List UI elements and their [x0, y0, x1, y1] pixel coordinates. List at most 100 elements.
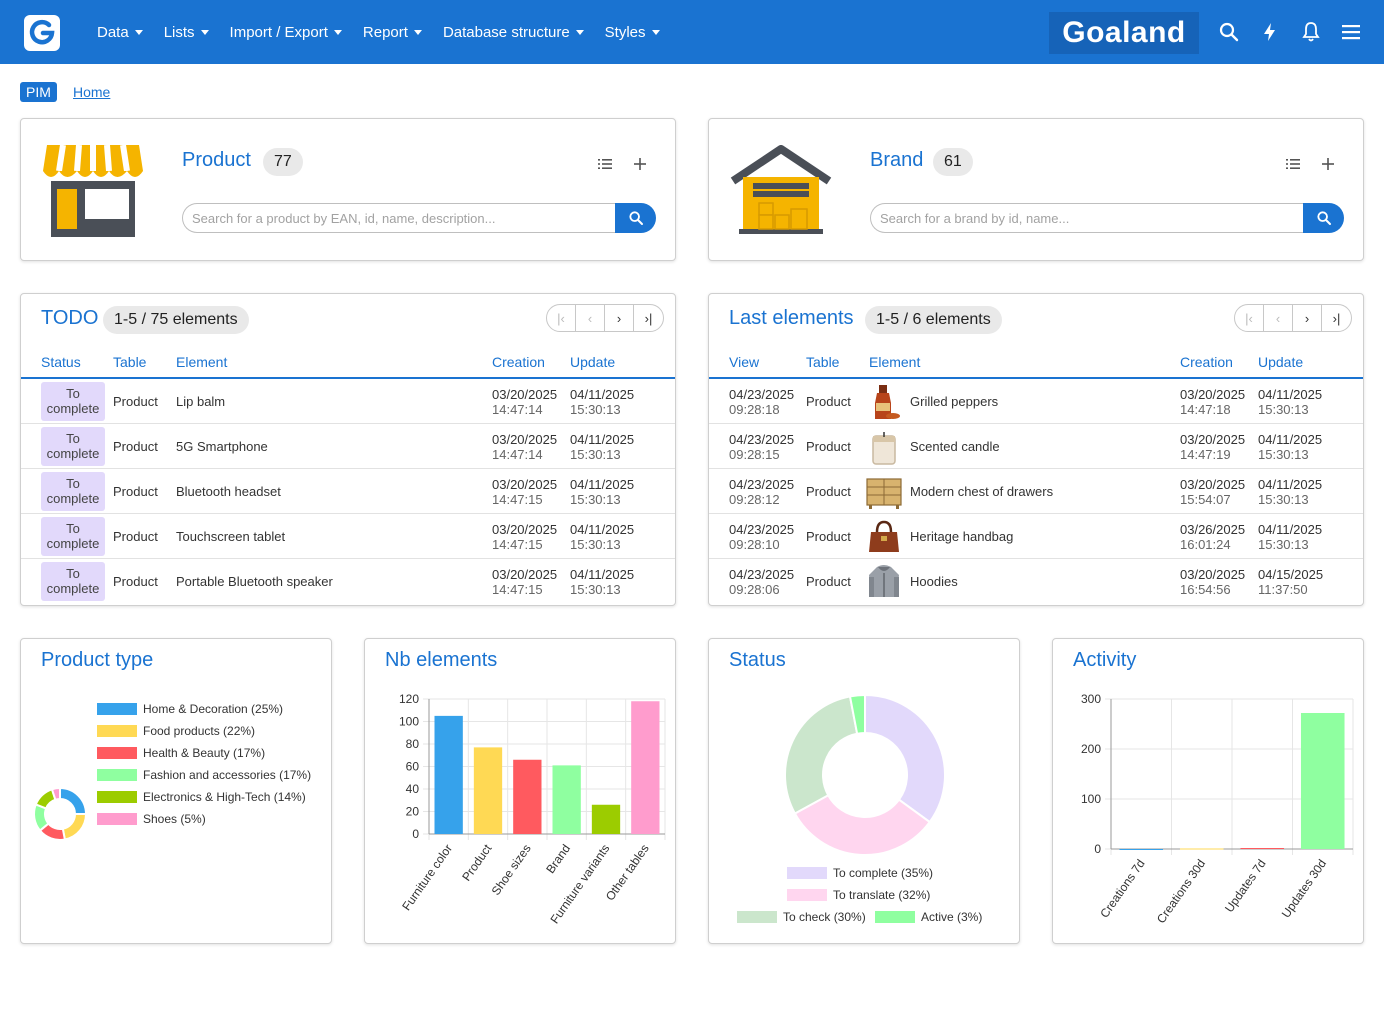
- brand-title[interactable]: Brand: [870, 149, 924, 171]
- search-icon[interactable]: [1217, 20, 1241, 44]
- last-page-icon[interactable]: ›|: [1332, 310, 1341, 326]
- row-element[interactable]: Scented candle: [910, 439, 1000, 454]
- menu-icon[interactable]: [1339, 20, 1363, 44]
- pie-slice: [864, 693, 946, 824]
- col-update[interactable]: Update: [1258, 354, 1304, 370]
- prev-page-icon[interactable]: ‹: [1264, 305, 1293, 331]
- row-table: Product: [806, 439, 851, 454]
- table-row[interactable]: To complete Product Bluetooth headset 03/20/…: [21, 469, 675, 514]
- brand-search-input[interactable]: [870, 203, 1303, 233]
- first-page-icon[interactable]: |‹: [547, 305, 576, 331]
- col-status[interactable]: Status: [41, 354, 81, 370]
- row-element[interactable]: Modern chest of drawers: [910, 484, 1054, 499]
- next-page-icon[interactable]: ›: [605, 305, 634, 331]
- row-view-time: 09:28:15: [729, 447, 780, 462]
- menu-import-export[interactable]: Import / Export: [230, 24, 342, 41]
- table-row[interactable]: To complete Product 5G Smartphone 03/20/2025…: [21, 424, 675, 469]
- row-creation-date: 03/20/2025: [1180, 387, 1246, 402]
- breadcrumb-home[interactable]: Home: [73, 84, 111, 100]
- brand-logo: Goaland: [1049, 12, 1199, 54]
- brand-card: Brand 61: [708, 118, 1364, 261]
- product-search: [182, 203, 656, 233]
- product-type-title: Product type: [41, 649, 154, 671]
- plus-icon[interactable]: [632, 156, 648, 172]
- col-element[interactable]: Element: [869, 354, 921, 370]
- table-row[interactable]: 04/23/2025 09:28:10 Product Heritage handba…: [709, 514, 1363, 559]
- status-badge[interactable]: To complete: [41, 472, 105, 511]
- status-badge[interactable]: To complete: [41, 562, 105, 601]
- row-update: 04/11/2025 15:30:13: [570, 477, 634, 507]
- row-view-date: 04/23/2025: [729, 567, 795, 582]
- lightning-icon[interactable]: [1258, 20, 1282, 44]
- row-view-time: 09:28:12: [729, 492, 780, 507]
- status-line: To: [66, 386, 80, 401]
- legend-swatch: [737, 911, 777, 923]
- col-creation[interactable]: Creation: [492, 354, 545, 370]
- status-line: To: [66, 476, 80, 491]
- bar: [591, 804, 621, 834]
- table-row[interactable]: 04/23/2025 09:28:15 Product Scented candle 0…: [709, 424, 1363, 469]
- row-element[interactable]: Touchscreen tablet: [176, 529, 286, 544]
- row-view-date: 04/23/2025: [729, 432, 795, 447]
- row-element[interactable]: 5G Smartphone: [176, 439, 268, 454]
- first-page-icon[interactable]: |‹: [1235, 305, 1264, 331]
- status-badge[interactable]: To complete: [41, 382, 105, 421]
- menu-label: Lists: [163, 23, 195, 41]
- row-element[interactable]: Hoodies: [910, 574, 958, 589]
- table-row[interactable]: To complete Product Touchscreen tablet 03/20…: [21, 514, 675, 559]
- search-icon: [628, 211, 643, 225]
- prev-page-icon[interactable]: ‹: [576, 305, 605, 331]
- app-logo[interactable]: [24, 15, 60, 51]
- y-tick-label: 40: [406, 782, 420, 796]
- row-element[interactable]: Heritage handbag: [910, 529, 1014, 544]
- col-creation[interactable]: Creation: [1180, 354, 1233, 370]
- row-update-date: 04/11/2025: [1258, 387, 1323, 402]
- status-badge[interactable]: To complete: [41, 517, 105, 556]
- col-update[interactable]: Update: [570, 354, 616, 370]
- menu-styles[interactable]: Styles: [605, 24, 660, 41]
- menu-data[interactable]: Data: [97, 24, 143, 41]
- col-table[interactable]: Table: [806, 354, 840, 370]
- table-row[interactable]: 04/23/2025 09:28:18 Product Grilled peppers…: [709, 379, 1363, 424]
- status-badge[interactable]: To complete: [41, 427, 105, 466]
- menu-database-structure[interactable]: Database structure: [443, 24, 584, 41]
- y-tick-label: 300: [1081, 692, 1101, 706]
- row-element[interactable]: Lip balm: [176, 394, 226, 409]
- bell-icon[interactable]: [1299, 20, 1323, 44]
- table-row[interactable]: To complete Product Lip balm 03/20/2025 14:47…: [21, 379, 675, 424]
- next-page-icon[interactable]: ›: [1293, 305, 1322, 331]
- row-element[interactable]: Portable Bluetooth speaker: [176, 574, 333, 589]
- table-row[interactable]: To complete Product Portable Bluetooth spea…: [21, 559, 675, 604]
- col-table[interactable]: Table: [113, 354, 147, 370]
- brand-search-button[interactable]: [1303, 203, 1344, 233]
- header-divider: [709, 377, 1363, 379]
- product-search-button[interactable]: [615, 203, 656, 233]
- last-page-icon[interactable]: ›|: [644, 310, 653, 326]
- x-tick-label: Product: [459, 841, 495, 883]
- product-title[interactable]: Product: [182, 149, 251, 171]
- menu-lists[interactable]: Lists: [164, 24, 209, 41]
- list-icon[interactable]: [1285, 156, 1301, 172]
- y-tick-label: 0: [412, 827, 419, 841]
- row-update: 04/11/2025 15:30:13: [570, 432, 634, 462]
- table-row[interactable]: 04/23/2025 09:28:06 Product Hoodies 03/20/20…: [709, 559, 1363, 604]
- legend-swatch: [97, 813, 137, 825]
- legend-label: Fashion and accessories (17%): [143, 768, 311, 782]
- row-view: 04/23/2025 09:28:12: [729, 477, 794, 507]
- product-search-input[interactable]: [182, 203, 615, 233]
- col-element[interactable]: Element: [176, 354, 228, 370]
- legend-label: Electronics & High-Tech (14%): [143, 790, 306, 804]
- table-row[interactable]: 04/23/2025 09:28:12 Product Modern chest of…: [709, 469, 1363, 514]
- menu-report[interactable]: Report: [363, 24, 422, 41]
- row-creation: 03/20/2025 14:47:14: [492, 432, 557, 462]
- col-view[interactable]: View: [729, 354, 760, 370]
- plus-icon[interactable]: [1320, 156, 1336, 172]
- row-update: 04/11/2025 15:30:13: [1258, 432, 1322, 462]
- row-creation-date: 03/20/2025: [492, 387, 558, 402]
- row-element[interactable]: Grilled peppers: [910, 394, 999, 409]
- status-line: complete: [46, 401, 100, 416]
- status-title: Status: [729, 649, 786, 671]
- pim-badge[interactable]: PIM: [20, 82, 57, 102]
- row-element[interactable]: Bluetooth headset: [176, 484, 281, 499]
- list-icon[interactable]: [597, 156, 613, 172]
